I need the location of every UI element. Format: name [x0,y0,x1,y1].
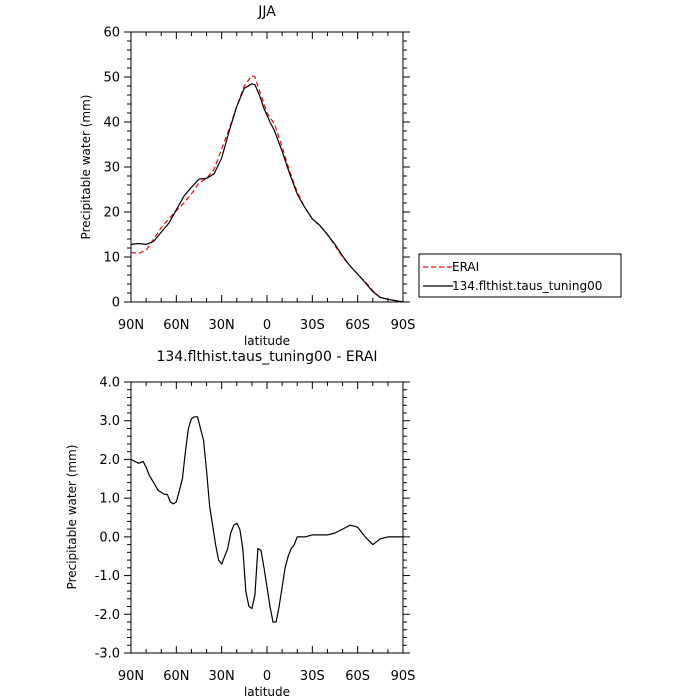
bottom-x-tick-label: 90S [391,669,416,684]
legend-box [418,253,622,298]
top-x-tick-label: 90N [118,318,144,333]
bottom-x-tick-label: 30N [209,669,235,684]
bottom-plot-frame [130,381,404,654]
top-x-tick-label: 0 [263,318,271,333]
bottom-x-tick-label: 60N [163,669,189,684]
bottom-x-axis-label: latitude [244,685,290,699]
bottom-y-tick-label: -1.0 [95,569,120,584]
top-x-tick-label: 90S [391,318,416,333]
bottom-y-tick-label: -3.0 [95,647,120,662]
bottom-x-tick-label: 0 [263,669,271,684]
legend-label-erai: ERAI [452,260,479,274]
bottom-series-line-0 [130,416,403,623]
top-series-group [130,75,404,303]
top-y-tick-label: 10 [103,251,120,266]
bottom-x-tick-label: 90N [118,669,144,684]
top-y-tick-label: 50 [103,71,120,86]
bottom-y-tick-label: 4.0 [99,376,120,391]
bottom-y-tick-label: 2.0 [99,453,120,468]
top-y-tick-label: 40 [103,116,120,131]
top-chart: JJA 90N 60N 30N 0 30S 60S 90S 0 10 20 30 40 50 60 la… [79,4,622,348]
top-series-line-0 [130,75,404,303]
legend-label-model: 134.flthist.taus_tuning00 [452,279,602,293]
bottom-chart-title: 134.flthist.taus_tuning00 - ERAI [156,349,377,365]
top-x-tick-labels: 90N 60N 30N 0 30S 60S 90S [118,318,416,333]
top-x-tick-label: 60N [163,318,189,333]
top-tick-marks [124,31,410,303]
bottom-y-tick-labels: 4.0 3.0 2.0 1.0 0.0 -1.0 -2.0 -3.0 [95,376,120,662]
bottom-x-tick-labels: 90N 60N 30N 0 30S 60S 90S [118,669,416,684]
top-x-axis-label: latitude [244,334,290,348]
top-y-tick-label: 60 [103,26,120,41]
top-chart-title: JJA [257,4,276,20]
top-y-tick-label: 0 [112,296,120,311]
bottom-y-tick-label: 1.0 [99,492,120,507]
top-x-tick-label: 30N [209,318,235,333]
top-plot-frame [130,31,404,303]
top-y-tick-labels: 0 10 20 30 40 50 60 [103,26,120,311]
top-x-tick-label: 60S [345,318,370,333]
bottom-x-tick-label: 60S [345,669,370,684]
bottom-tick-marks [124,381,410,654]
top-y-axis-label: Precipitable water (mm) [79,95,93,240]
bottom-y-tick-label: 0.0 [99,530,120,545]
bottom-chart: 134.flthist.taus_tuning00 - ERAI 90N 60N 3… [65,349,415,699]
top-series-line-1 [130,83,404,303]
top-y-tick-label: 30 [103,161,120,176]
top-x-tick-label: 30S [300,318,325,333]
bottom-y-axis-label: Precipitable water (mm) [65,445,79,590]
bottom-x-tick-label: 30S [300,669,325,684]
top-y-tick-label: 20 [103,206,120,221]
legend: ERAI 134.flthist.taus_tuning00 [418,253,622,298]
bottom-y-tick-label: 3.0 [99,414,120,429]
bottom-series-group [130,416,403,623]
bottom-y-tick-label: -2.0 [95,608,120,623]
